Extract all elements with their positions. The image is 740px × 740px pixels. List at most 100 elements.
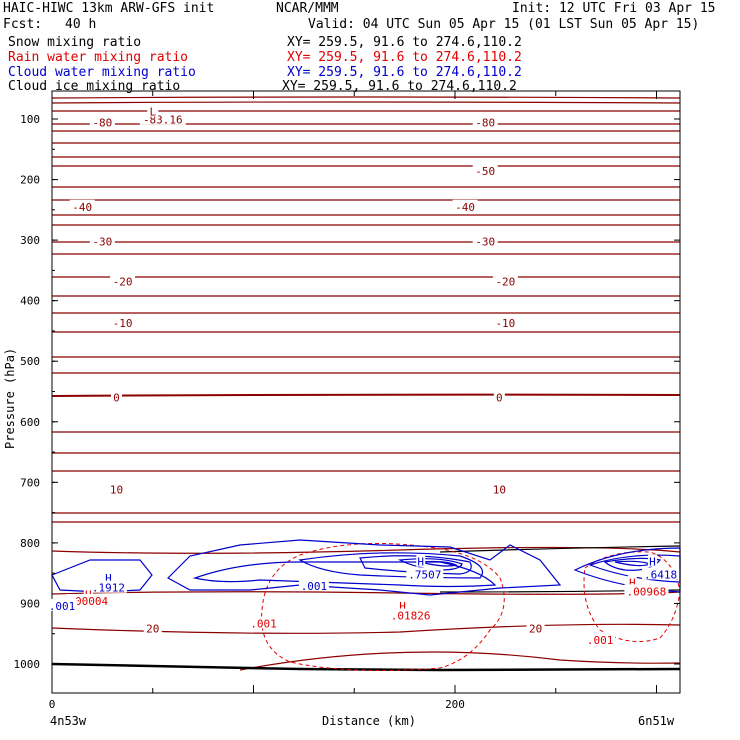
label-background [624, 584, 669, 597]
temperature-contour-line [51, 591, 681, 595]
label-background [110, 274, 136, 287]
y-tick-label: 100 [20, 113, 40, 126]
temperature-label: 0 [496, 392, 503, 405]
label-background [452, 199, 478, 212]
label-background [472, 115, 498, 128]
temperature-label: 20 [529, 622, 542, 635]
label-background [416, 554, 426, 567]
label-background [66, 594, 111, 607]
field-cloudwater-name: Cloud water mixing ratio [8, 65, 196, 80]
temperature-label: -50 [475, 165, 495, 178]
y-tick-label: 800 [20, 537, 40, 550]
label-background [69, 199, 95, 212]
temperature-contour-line [51, 109, 681, 112]
label-background [642, 567, 680, 580]
label-background [107, 482, 126, 495]
temperature-label: -80 [92, 117, 112, 130]
extremum-label: H [417, 556, 424, 569]
temperature-label: 10 [493, 484, 506, 497]
label-background [472, 234, 498, 247]
cloud-contour-line [51, 559, 153, 593]
temperature-contour-line [51, 101, 681, 104]
label-background [406, 567, 444, 580]
y-tick-label: 200 [20, 174, 40, 187]
org-label: NCAR/MMM [276, 1, 339, 16]
label-background [298, 578, 329, 591]
extremum-label: .001 [587, 634, 614, 647]
label-background [83, 587, 93, 600]
temperature-label: -30 [475, 235, 495, 248]
label-background [89, 234, 115, 247]
label-background [103, 571, 113, 584]
extremum-label: H [629, 576, 636, 589]
forecast-hour: 40 h [65, 17, 97, 32]
cloud-contour-line [614, 560, 652, 567]
label-background [627, 575, 637, 588]
y-tick-label: 1000 [14, 658, 41, 671]
extremum-label: .00004 [68, 595, 108, 608]
temperature-label: 20 [146, 622, 159, 635]
extrema-labels: H.1912H.00004.001H.7507.001H.01826.001H.… [47, 554, 680, 647]
field-snow-name: Snow mixing ratio [8, 35, 142, 50]
label-background [492, 316, 518, 329]
temperature-label: L [149, 106, 156, 119]
temperature-contour-line [51, 546, 681, 554]
rain-water-contours [261, 542, 681, 671]
temperature-label: -20 [495, 275, 515, 288]
temperature-label: -10 [113, 317, 133, 330]
cloud-water-contours [51, 539, 681, 604]
temperature-label: 10 [110, 484, 123, 497]
label-background [110, 316, 136, 329]
plot-frame [51, 90, 681, 694]
label-background [472, 164, 498, 177]
label-background [248, 616, 279, 629]
label-background [492, 274, 518, 287]
temperature-label: -40 [455, 201, 475, 214]
cloud-contour-line [359, 555, 472, 575]
temperature-label: -80 [475, 117, 495, 130]
field-snow-xy: XY= 259.5, 91.6 to 274.6,110.2 [287, 35, 522, 50]
extremum-label: .01826 [391, 610, 431, 623]
label-background [585, 632, 616, 645]
temperature-label: -40 [72, 201, 92, 214]
label-background [490, 482, 509, 495]
cloud-contour-line [419, 560, 458, 567]
temperature-label: -30 [92, 235, 112, 248]
temperature-labels: -80 -80 -83.16L -50 -40 -40 -30 -30 -20 -20 -10 -10… [69, 104, 545, 635]
temperature-label: 0 [113, 392, 120, 405]
label-background [89, 580, 127, 593]
x-end-label: 6n51w [638, 714, 675, 728]
label-background [143, 621, 162, 634]
x-axis-label: Distance (km) [322, 714, 416, 728]
y-tick-label: 300 [20, 234, 40, 247]
temperature-contour-line [239, 651, 681, 671]
surface-line [51, 662, 681, 672]
label-background [398, 598, 408, 611]
label-background [47, 598, 78, 611]
model-title: HAIC-HIWC 13km ARW-GFS init [3, 1, 215, 16]
valid-time: Valid: 04 UTC Sun 05 Apr 15 (01 LST Sun … [308, 17, 700, 32]
x-tick-label: 200 [445, 698, 465, 711]
temperature-label: -83.16 [143, 114, 183, 127]
temperature-contour-line [51, 393, 681, 397]
label-background [147, 104, 159, 117]
extremum-label: .1912 [92, 582, 125, 595]
y-tick-label: 900 [20, 597, 40, 610]
x-axis: 0 200 [49, 91, 657, 711]
label-background [493, 390, 505, 403]
forecast-label: Fcst: [3, 17, 43, 32]
rain-contour-line [583, 551, 681, 643]
ground-contour-line [439, 545, 681, 553]
label-background [388, 608, 433, 621]
field-rain-name: Rain water mixing ratio [8, 50, 189, 65]
label-background [110, 390, 122, 403]
x-tick-label: 0 [49, 698, 56, 711]
extremum-label: .6418 [644, 568, 677, 581]
y-tick-label: 400 [20, 295, 40, 308]
x-start-label: 4n53w [50, 714, 87, 728]
extremum-label: H [105, 572, 112, 585]
label-background [89, 115, 115, 128]
y-axis-label: Pressure (hPa) [3, 347, 17, 449]
field-rain-xy: XY= 259.5, 91.6 to 274.6,110.2 [287, 50, 522, 65]
